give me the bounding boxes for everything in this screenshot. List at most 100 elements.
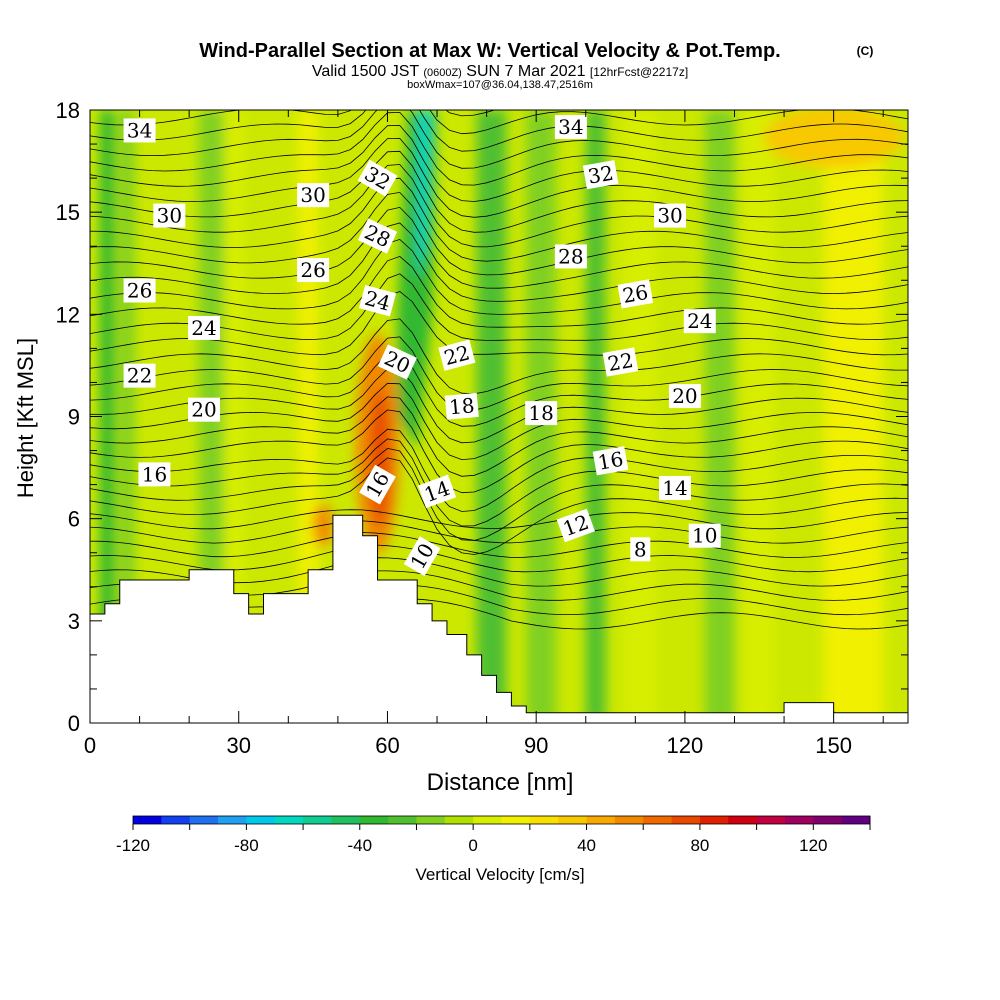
colorbar-swatch (444, 816, 474, 824)
colorbar-swatch (388, 816, 417, 824)
chart-subtitle-box: boxWmax=107@36.04,138.47,2516m (407, 79, 593, 91)
colorbar-swatch (303, 816, 332, 824)
theta-contour-line (90, 428, 908, 512)
x-tick-label: 30 (226, 733, 250, 758)
subtitle-date: SUN 7 Mar 2021 (466, 63, 585, 80)
theta-label-text: 24 (191, 316, 216, 340)
theta-contour-line (90, 206, 908, 289)
theta-label-bg (683, 309, 716, 334)
theta-label: 34 (554, 115, 587, 140)
theta-label-text: 18 (448, 393, 475, 419)
theta-label-text: 30 (157, 204, 182, 228)
theta-label-bg (123, 118, 156, 143)
colorbar-tick-label: 40 (577, 836, 596, 855)
theta-label: 26 (123, 278, 156, 303)
theta-label-text: 22 (606, 348, 635, 376)
theta-label: 12 (556, 508, 595, 543)
theta-contour-line (90, 520, 908, 544)
theta-label-bg (417, 474, 457, 509)
colorbar-swatch (359, 816, 389, 824)
theta-contour-line (90, 111, 908, 186)
theta-label: 22 (438, 339, 476, 371)
theta-label-text: 26 (300, 258, 325, 282)
colorbar-swatch (473, 816, 502, 824)
x-tick-label: 0 (84, 733, 96, 758)
colorbar-swatch (586, 816, 616, 824)
theta-contour-line (90, 336, 908, 411)
theta-label-text: 30 (657, 204, 682, 228)
theta-label-bg (297, 258, 330, 283)
theta-contour-line (90, 382, 908, 461)
x-axis: 0 30 60 90 120 150 (84, 110, 884, 758)
colorbar-swatch (161, 816, 191, 824)
colorbar-swatch (643, 816, 673, 824)
chart-subtitle: Valid 1500 JST (0600Z) SUN 7 Mar 2021 [1… (312, 63, 688, 80)
theta-contour-line (90, 110, 908, 152)
theta-contour-line (90, 532, 908, 558)
theta-label-bg (357, 218, 398, 254)
theta-contour-line (90, 110, 908, 169)
theta-label-bg (444, 392, 479, 420)
colorbar-swatch (671, 816, 701, 824)
theta-contour-line (90, 318, 908, 395)
theta-label-bg (188, 397, 221, 422)
y-tick-label: 6 (68, 507, 80, 532)
theta-label: 30 (297, 183, 330, 208)
upper-updraft (763, 110, 904, 168)
theta-label-bg (592, 446, 629, 476)
colorbar-swatch (699, 816, 729, 824)
theta-label-bg (377, 344, 417, 380)
theta-contour-line (90, 255, 908, 328)
colorbar-swatch (416, 816, 446, 824)
theta-contour-line (90, 438, 908, 527)
colorbar-tick-label: 120 (799, 836, 827, 855)
theta-label: 24 (683, 309, 716, 334)
theta-label-text: 18 (528, 401, 553, 425)
colorbar-swatch (756, 816, 786, 824)
colorbar-tick-label: 0 (468, 836, 477, 855)
colorbar-swatch (274, 816, 304, 824)
theta-contour-line (90, 191, 908, 276)
theta-label-bg (554, 115, 587, 140)
theta-label: 22 (602, 347, 639, 377)
theta-contour-line (90, 177, 908, 262)
theta-contour-line (90, 150, 908, 233)
subtitle-forecast: [12hrFcst@2217z] (590, 65, 688, 79)
theta-label-bg (668, 384, 701, 409)
theta-label: 16 (138, 462, 171, 487)
theta-label-text: 10 (692, 524, 717, 548)
theta-label: 18 (444, 392, 479, 420)
theta-label-bg (617, 279, 654, 309)
theta-label-bg (357, 159, 398, 197)
y-tick-label: 3 (68, 609, 80, 634)
downdraft-core (417, 110, 433, 281)
theta-label-text: 28 (558, 244, 583, 268)
theta-label-text: 24 (687, 309, 712, 333)
theta-label-text: 34 (558, 115, 583, 139)
theta-label: 34 (123, 118, 156, 143)
y-tick-label: 12 (56, 302, 80, 327)
theta-label: 26 (617, 279, 654, 309)
theta-label-bg (188, 315, 221, 340)
theta-label-bg (438, 339, 476, 371)
colorbar-label: Vertical Velocity [cm/s] (415, 865, 584, 884)
shade-band (823, 110, 884, 723)
theta-label-text: 30 (300, 183, 325, 207)
theta-label-bg (658, 476, 691, 501)
theta-contour-line (90, 409, 908, 494)
theta-label: 18 (525, 401, 558, 426)
theta-label-text: 16 (142, 462, 167, 486)
theta-label-text: 22 (127, 364, 152, 388)
theta-label-bg (359, 464, 396, 505)
theta-label-bg (358, 284, 397, 317)
theta-label: 20 (668, 384, 701, 409)
theta-label-text: 26 (127, 278, 152, 302)
theta-contour-line (90, 447, 908, 541)
theta-label: 8 (630, 537, 651, 562)
theta-label-bg (556, 508, 595, 543)
shade-band (704, 110, 735, 723)
terrain (90, 514, 908, 723)
x-tick-label: 90 (524, 733, 548, 758)
theta-contour-line (90, 137, 908, 218)
